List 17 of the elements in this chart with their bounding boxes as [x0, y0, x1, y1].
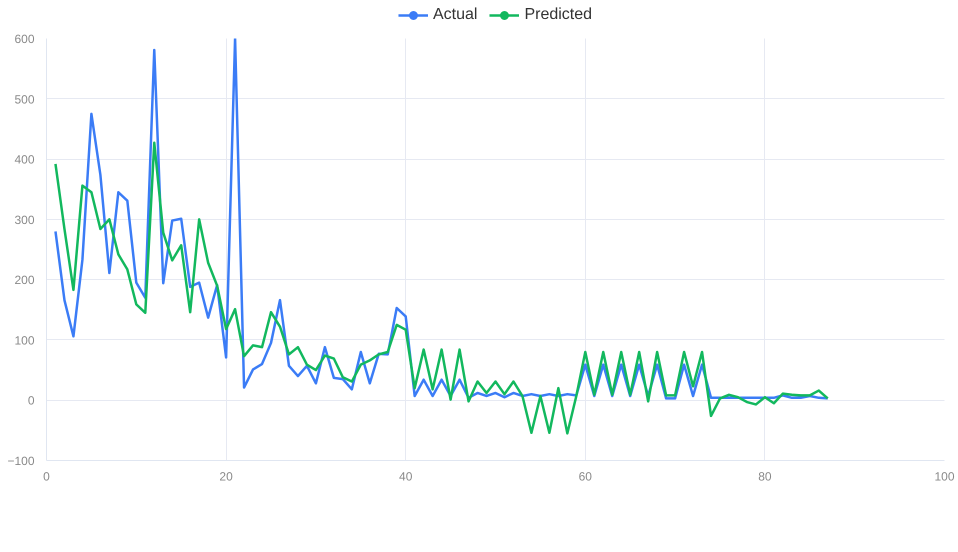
x-tick-label: 40: [399, 470, 413, 484]
y-tick-label: 200: [14, 273, 35, 288]
y-tick-label: 100: [14, 333, 35, 348]
x-tick-label: 20: [219, 470, 234, 484]
x-tick-label: 0: [43, 470, 50, 484]
y-tick-label: 600: [14, 32, 35, 46]
y-tick-label: 300: [14, 212, 35, 227]
legend-label: Predicted: [524, 6, 592, 24]
y-tick-label: 500: [14, 92, 35, 106]
x-tick-label: 100: [934, 470, 955, 484]
x-tick-label: 80: [758, 470, 772, 484]
line-series: [54, 142, 830, 435]
legend-label: Actual: [432, 6, 478, 24]
y-tick-label: 400: [14, 152, 35, 167]
y-tick-label: 0: [28, 394, 35, 408]
y-tick-label: −100: [7, 454, 35, 468]
x-tick-label: 60: [578, 470, 592, 484]
